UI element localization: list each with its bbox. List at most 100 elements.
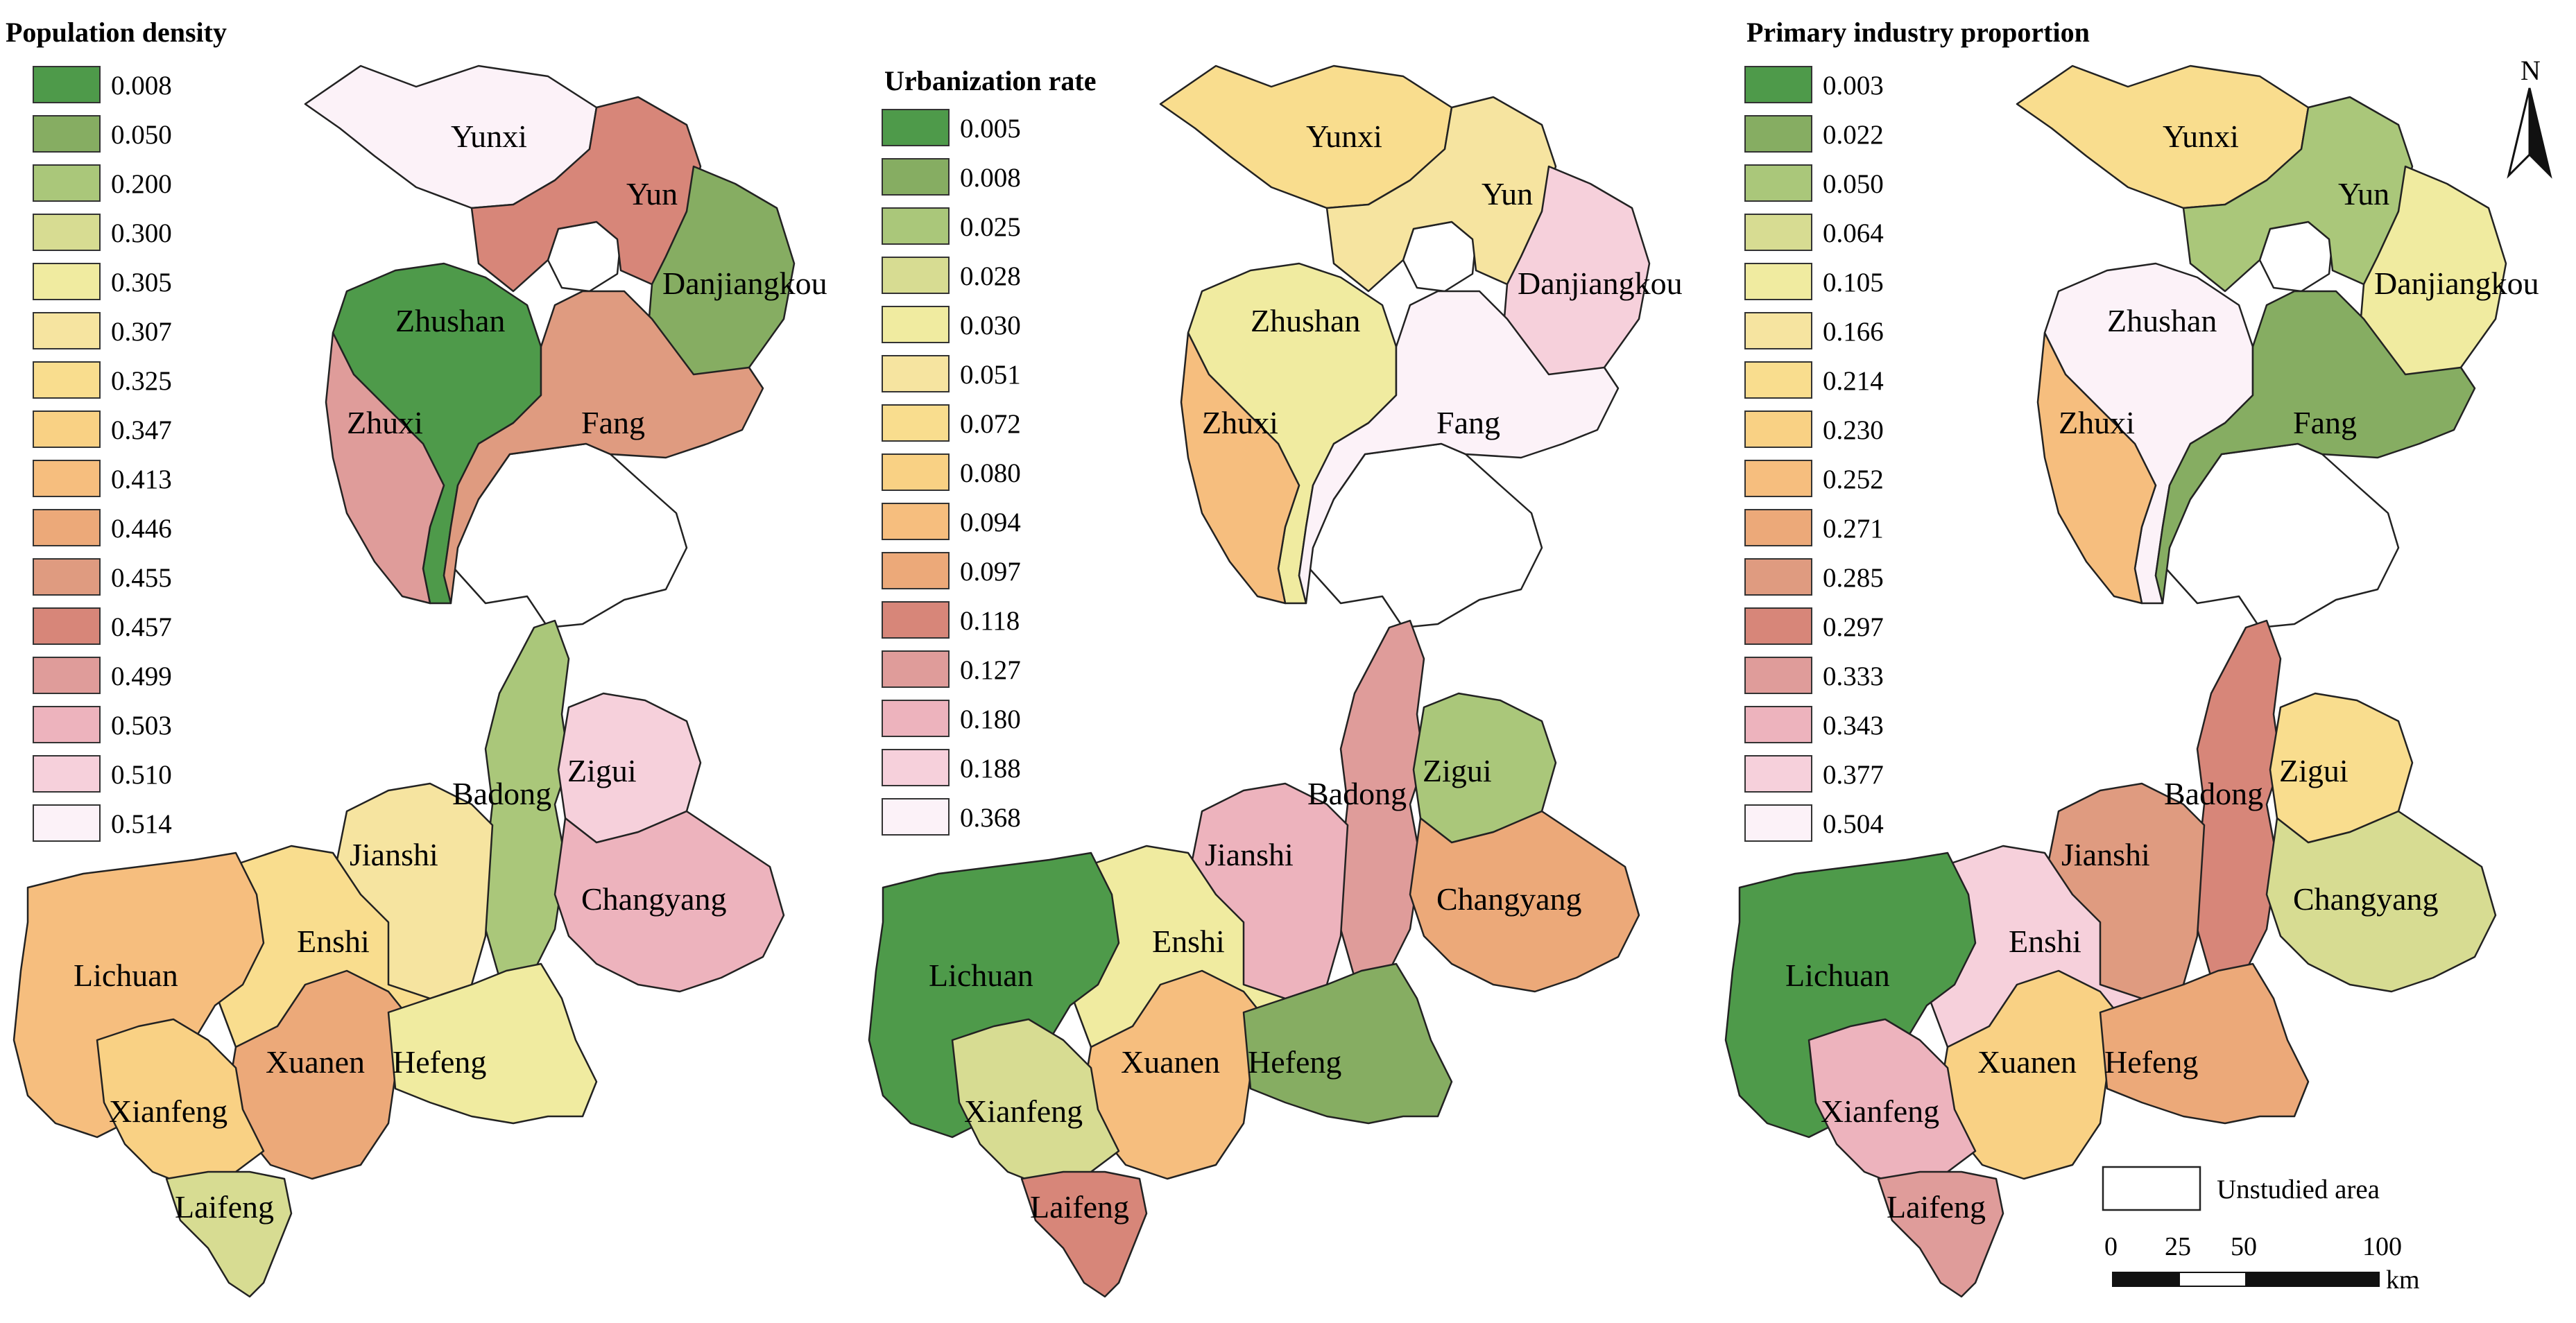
legend-item: 0.028	[882, 257, 1021, 294]
legend-swatch	[33, 410, 101, 448]
legend-title: Population density	[6, 17, 227, 48]
legend-swatch	[33, 509, 101, 546]
legend-label: 0.307	[111, 317, 172, 347]
legend-swatch	[882, 700, 950, 737]
scale-unit: km	[2386, 1265, 2420, 1295]
map-shapes	[12, 64, 796, 1298]
county-label-zhuxi: Zhuxi	[2059, 405, 2135, 440]
legend-swatch	[1744, 755, 1812, 793]
legend-label: 0.347	[111, 415, 172, 445]
scale-tick-50: 50	[2231, 1232, 2257, 1261]
county-label-badong: Badong	[2164, 776, 2263, 811]
county-label-xianfeng: Xianfeng	[964, 1093, 1083, 1129]
county-badong	[1339, 619, 1425, 979]
legend-label: 0.510	[111, 760, 172, 790]
scale-tick-25: 25	[2165, 1232, 2191, 1261]
legend-item: 0.030	[882, 306, 1021, 343]
legend-item: 0.368	[882, 798, 1021, 836]
legend-label: 0.377	[1823, 760, 1884, 790]
legend-label: 0.343	[1823, 711, 1884, 741]
legend-item: 0.118	[882, 601, 1020, 639]
legend-swatch	[33, 460, 101, 497]
county-label-jianshi: Jianshi	[2061, 837, 2150, 872]
legend: 0.005 0.008 0.025 0.028 0.030 0.051 0.07…	[882, 109, 1021, 836]
legend-label: 0.446	[111, 514, 172, 544]
north-arrow: N	[2507, 55, 2552, 179]
legend-swatch	[33, 755, 101, 793]
legend-swatch	[1744, 509, 1812, 546]
county-fang	[443, 290, 764, 605]
legend-label: 0.305	[111, 268, 172, 297]
legend-label: 0.008	[111, 71, 172, 101]
county-label-zhushan: Zhushan	[1251, 303, 1360, 338]
legend-swatch	[1744, 263, 1812, 300]
legend-label: 0.455	[111, 563, 172, 593]
legend-swatch	[882, 404, 950, 442]
county-changyang	[1409, 810, 1640, 993]
legend-label: 0.325	[111, 366, 172, 396]
legend-swatch	[882, 749, 950, 786]
legend-label: 0.050	[111, 120, 172, 150]
legend-title: Primary industry proportion	[1746, 17, 2090, 48]
legend-item: 0.214	[1744, 361, 1884, 399]
legend-swatch	[1744, 657, 1812, 694]
legend-swatch	[33, 607, 101, 645]
county-label-zhuxi: Zhuxi	[1202, 405, 1278, 440]
unstudied-label: Unstudied area	[2217, 1175, 2380, 1204]
county-label-lichuan: Lichuan	[1785, 958, 1890, 993]
legend-label: 0.030	[960, 311, 1021, 340]
county-label-yun: Yun	[2338, 176, 2389, 211]
county-label-jianshi: Jianshi	[350, 837, 438, 872]
legend-item: 0.008	[882, 158, 1021, 196]
county-changyang	[2265, 810, 2497, 993]
county-label-laifeng: Laifeng	[1887, 1189, 1986, 1225]
legend-swatch	[1744, 706, 1812, 743]
legend-label: 0.072	[960, 409, 1021, 439]
legend-item: 0.097	[882, 552, 1021, 589]
county-label-laifeng: Laifeng	[1030, 1189, 1129, 1225]
county-yun	[2182, 96, 2414, 293]
legend-swatch	[882, 207, 950, 245]
legend-label: 0.127	[960, 655, 1021, 685]
legend-item: 0.166	[1744, 312, 1884, 349]
legend-swatch	[882, 601, 950, 639]
legend-item: 0.300	[33, 214, 172, 251]
county-laifeng	[1020, 1170, 1148, 1298]
county-label-hefeng: Hefeng	[1248, 1044, 1341, 1080]
legend-item: 0.008	[33, 66, 172, 103]
legend-item: 0.064	[1744, 214, 1884, 251]
legend-label: 0.180	[960, 704, 1021, 734]
legend-label: 0.503	[111, 711, 172, 741]
legend-label: 0.504	[1823, 809, 1884, 839]
legend-label: 0.230	[1823, 415, 1884, 445]
legend-item: 0.333	[1744, 657, 1884, 694]
county-hefeng	[1242, 962, 1453, 1125]
county-label-badong: Badong	[452, 776, 551, 811]
legend-label: 0.214	[1823, 366, 1884, 396]
legend-label: 0.094	[960, 508, 1021, 537]
county-labels: Yunxi Yun Danjiangkou Zhushan Zhuxi Fang…	[74, 119, 827, 1225]
legend-label: 0.271	[1823, 514, 1884, 544]
county-badong	[2196, 619, 2282, 979]
county-label-yun: Yun	[626, 176, 678, 211]
legend-swatch	[33, 66, 101, 103]
county-label-zhushan: Zhushan	[2107, 303, 2217, 338]
legend-item: 0.180	[882, 700, 1021, 737]
north-label: N	[2521, 55, 2541, 86]
county-hefeng	[2099, 962, 2310, 1125]
legend-label: 0.097	[960, 557, 1021, 587]
county-yun	[470, 96, 702, 293]
county-label-changyang: Changyang	[581, 881, 727, 917]
legend-item: 0.188	[882, 749, 1021, 786]
scale-segment	[2245, 1272, 2380, 1287]
county-badong	[484, 619, 570, 979]
legend-item: 0.285	[1744, 558, 1884, 596]
county-label-fang: Fang	[581, 405, 645, 440]
county-changyang	[553, 810, 785, 993]
legend-item: 0.457	[33, 607, 172, 645]
county-fang	[1298, 290, 1620, 605]
legend-item: 0.127	[882, 650, 1021, 688]
county-label-yunxi: Yunxi	[1306, 119, 1382, 154]
county-yun	[1325, 96, 1557, 293]
